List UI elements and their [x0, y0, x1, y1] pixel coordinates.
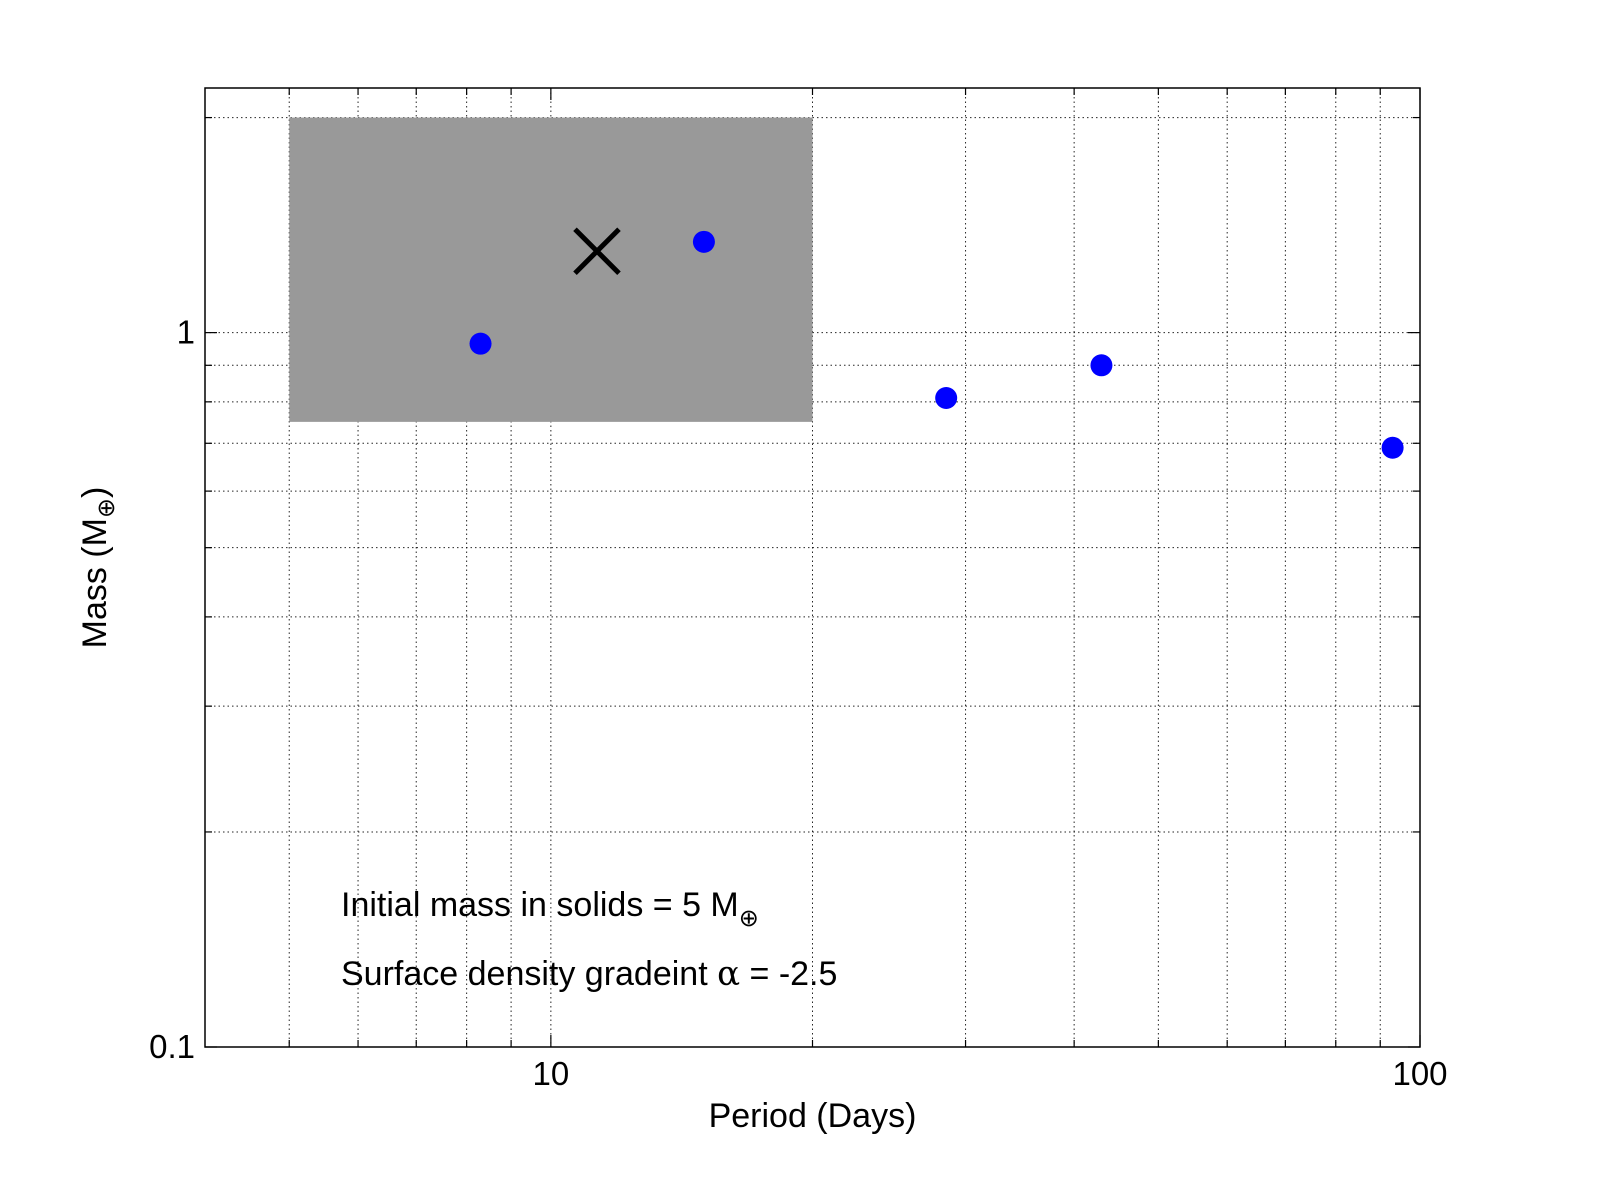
data-point	[692, 230, 715, 253]
annotation-density-gradient: Surface density gradeint α = -2.5	[341, 954, 837, 994]
x-tick-label: 100	[1392, 1055, 1447, 1092]
data-point	[935, 386, 958, 409]
shaded-region	[289, 117, 813, 422]
y-tick-label: 0.1	[149, 1028, 195, 1065]
x-axis-label: Period (Days)	[709, 1097, 917, 1135]
x-marker	[573, 227, 621, 275]
data-points	[469, 230, 1404, 459]
y-tick-label: 1	[177, 314, 195, 351]
data-point	[469, 332, 492, 355]
data-point	[1381, 436, 1404, 459]
x-tick-label: 10	[533, 1055, 570, 1092]
y-axis-label: Mass (M⊕)	[76, 487, 120, 649]
axis-ticks: 10 100 0.1 1	[149, 88, 1448, 1092]
annotation-initial-mass: Initial mass in solids = 5 M⊕	[341, 886, 759, 932]
data-point	[1090, 354, 1113, 377]
